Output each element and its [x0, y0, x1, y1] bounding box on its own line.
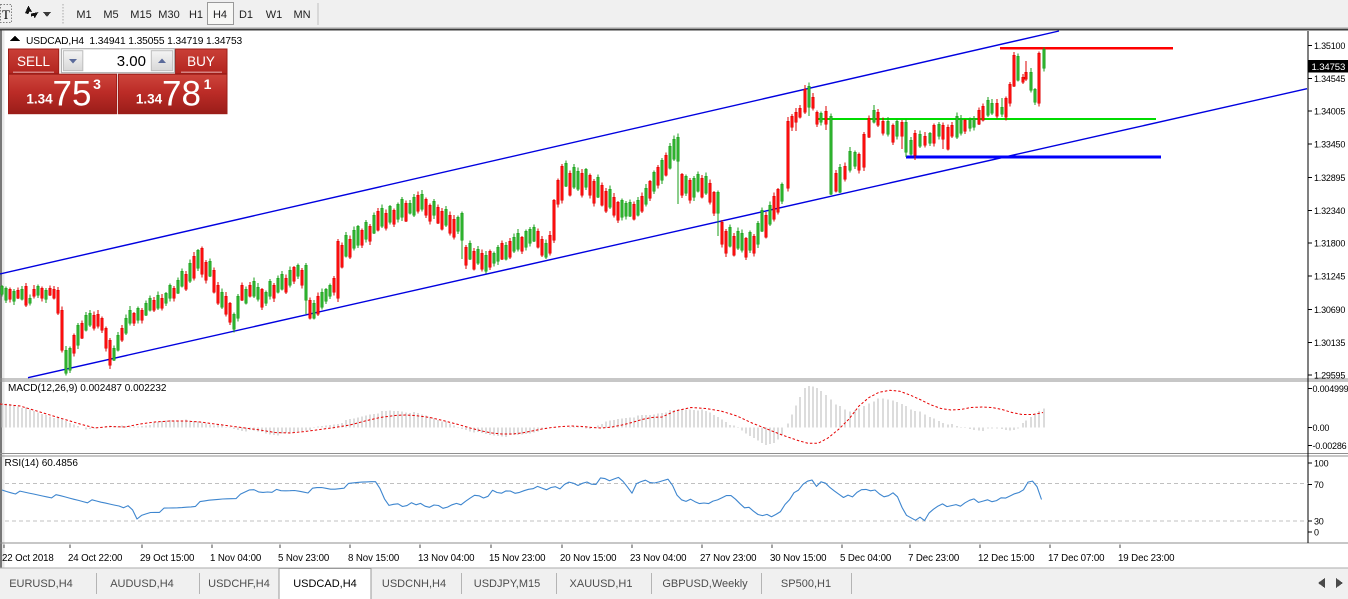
svg-text:MN: MN: [293, 9, 310, 21]
svg-text:0: 0: [1314, 528, 1319, 538]
svg-text:SP500,H1: SP500,H1: [781, 578, 831, 590]
svg-text:7 Dec 23:00: 7 Dec 23:00: [908, 553, 960, 564]
svg-text:23 Nov 04:00: 23 Nov 04:00: [630, 553, 687, 564]
svg-text:T: T: [2, 7, 10, 22]
svg-text:M30: M30: [158, 9, 179, 21]
svg-text:1.34545: 1.34545: [1314, 74, 1345, 84]
svg-text:USDCAD,H4 1.34941 1.35055 1.3: USDCAD,H4 1.34941 1.35055 1.34719 1.3475…: [26, 36, 243, 47]
svg-text:AUDUSD,H4: AUDUSD,H4: [110, 578, 174, 590]
svg-text:USDJPY,M15: USDJPY,M15: [474, 578, 540, 590]
svg-text:1.34: 1.34: [26, 92, 53, 107]
svg-text:BUY: BUY: [187, 54, 215, 69]
svg-text:8 Nov 15:00: 8 Nov 15:00: [348, 553, 400, 564]
svg-text:XAUUSD,H1: XAUUSD,H1: [570, 578, 633, 590]
svg-text:1.29595: 1.29595: [1314, 370, 1345, 380]
svg-text:12 Dec 15:00: 12 Dec 15:00: [978, 553, 1035, 564]
svg-text:MACD(12,26,9) 0.002487 0.00223: MACD(12,26,9) 0.002487 0.002232: [8, 383, 167, 394]
svg-text:19 Dec 23:00: 19 Dec 23:00: [1118, 553, 1175, 564]
svg-text:100: 100: [1314, 459, 1329, 469]
svg-text:1.32340: 1.32340: [1314, 206, 1345, 216]
svg-text:3: 3: [93, 76, 101, 92]
svg-text:M1: M1: [76, 9, 91, 21]
svg-text:1.35100: 1.35100: [1314, 41, 1345, 51]
svg-text:USDCAD,H4: USDCAD,H4: [293, 578, 357, 590]
svg-text:1.30135: 1.30135: [1314, 338, 1345, 348]
svg-text:H1: H1: [189, 9, 203, 21]
svg-text:1: 1: [204, 76, 212, 92]
svg-text:EURUSD,H4: EURUSD,H4: [9, 578, 73, 590]
svg-text:5 Nov 23:00: 5 Nov 23:00: [278, 553, 330, 564]
svg-text:GBPUSD,Weekly: GBPUSD,Weekly: [662, 578, 748, 590]
svg-text:3.00: 3.00: [117, 53, 146, 70]
svg-text:27 Nov 23:00: 27 Nov 23:00: [700, 553, 757, 564]
svg-text:29 Oct 15:00: 29 Oct 15:00: [140, 553, 195, 564]
svg-text:M5: M5: [103, 9, 118, 21]
svg-text:1.32895: 1.32895: [1314, 173, 1345, 183]
svg-text:H4: H4: [213, 9, 227, 21]
svg-text:22 Oct 2018: 22 Oct 2018: [2, 553, 54, 564]
svg-text:1.34005: 1.34005: [1314, 107, 1345, 117]
svg-text:70: 70: [1314, 480, 1324, 490]
svg-text:13 Nov 04:00: 13 Nov 04:00: [418, 553, 475, 564]
svg-text:1.34753: 1.34753: [1312, 62, 1346, 73]
svg-text:RSI(14) 60.4856: RSI(14) 60.4856: [5, 458, 79, 469]
svg-text:USDCHF,H4: USDCHF,H4: [208, 578, 270, 590]
svg-text:0.004999: 0.004999: [1313, 384, 1348, 394]
svg-text:1.31800: 1.31800: [1314, 238, 1345, 248]
svg-text:75: 75: [53, 75, 92, 114]
svg-text:24 Oct 22:00: 24 Oct 22:00: [68, 553, 123, 564]
svg-text:M15: M15: [130, 9, 151, 21]
svg-text:D1: D1: [239, 9, 253, 21]
svg-text:5 Dec 04:00: 5 Dec 04:00: [840, 553, 892, 564]
svg-text:30 Nov 15:00: 30 Nov 15:00: [770, 553, 827, 564]
svg-text:30: 30: [1314, 516, 1324, 526]
svg-text:78: 78: [162, 75, 201, 114]
svg-text:1.33450: 1.33450: [1314, 140, 1345, 150]
svg-text:0.00: 0.00: [1313, 423, 1330, 433]
svg-text:17 Dec 07:00: 17 Dec 07:00: [1048, 553, 1105, 564]
svg-text:20 Nov 15:00: 20 Nov 15:00: [560, 553, 617, 564]
svg-text:USDCNH,H4: USDCNH,H4: [382, 578, 446, 590]
svg-text:-0.00286: -0.00286: [1313, 441, 1347, 451]
svg-text:SELL: SELL: [17, 54, 51, 69]
svg-text:W1: W1: [266, 9, 283, 21]
svg-text:1.34: 1.34: [136, 92, 163, 107]
svg-text:1.30690: 1.30690: [1314, 305, 1345, 315]
svg-text:15 Nov 23:00: 15 Nov 23:00: [489, 553, 546, 564]
svg-text:1 Nov 04:00: 1 Nov 04:00: [210, 553, 262, 564]
svg-text:1.31245: 1.31245: [1314, 272, 1345, 282]
